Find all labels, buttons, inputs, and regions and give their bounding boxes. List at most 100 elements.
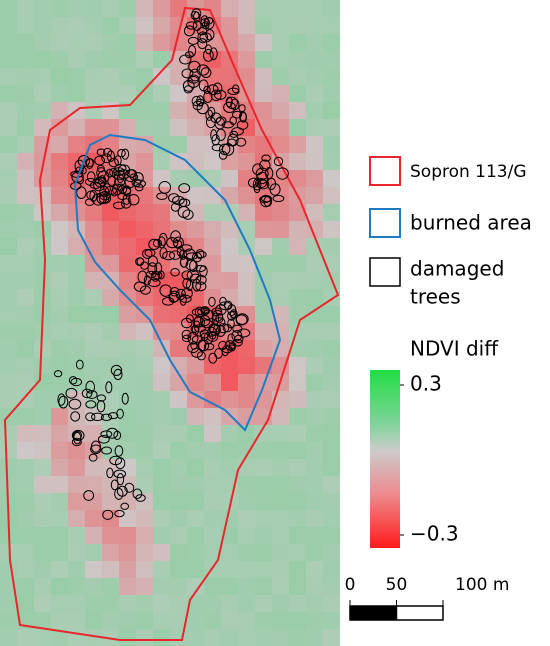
raster-cell <box>289 306 306 323</box>
raster-cell <box>306 578 323 595</box>
raster-cell <box>153 510 170 527</box>
raster-cell <box>255 357 272 374</box>
scale-bar-label: 50 <box>386 575 408 595</box>
raster-cell <box>102 51 119 68</box>
tree-crown <box>156 192 168 200</box>
raster-cell <box>306 289 323 306</box>
tree-crown <box>253 182 261 194</box>
raster-cell <box>272 323 289 340</box>
raster-cell <box>102 527 119 544</box>
raster-cell <box>272 629 289 646</box>
raster-cell <box>51 17 68 34</box>
raster-cell <box>0 289 17 306</box>
raster-cell <box>85 493 102 510</box>
raster-cell <box>238 34 255 51</box>
raster-cell <box>102 544 119 561</box>
raster-cell <box>0 0 17 17</box>
raster-cell <box>221 408 238 425</box>
raster-cell <box>238 595 255 612</box>
raster-cell <box>153 187 170 204</box>
raster-cell <box>204 255 221 272</box>
tree-crown <box>108 157 119 168</box>
tree-crown <box>211 309 223 322</box>
raster-cell <box>204 629 221 646</box>
raster-cell <box>221 0 238 17</box>
tree-crown <box>252 163 264 176</box>
raster-cell <box>153 612 170 629</box>
tree-crown <box>256 179 270 190</box>
raster-cell <box>221 510 238 527</box>
raster-cell <box>289 357 306 374</box>
scale-bar-label: 0 <box>345 575 356 595</box>
raster-cell <box>221 629 238 646</box>
raster-cell <box>0 238 17 255</box>
raster-cell <box>204 204 221 221</box>
raster-cell <box>68 0 85 17</box>
raster-cell <box>187 289 204 306</box>
raster-cell <box>51 0 68 17</box>
raster-cell <box>170 17 187 34</box>
tree-crown <box>191 308 204 316</box>
tree-crown <box>157 236 166 249</box>
raster-cell <box>68 476 85 493</box>
raster-cell <box>136 204 153 221</box>
raster-cell <box>272 0 289 17</box>
raster-cell <box>136 374 153 391</box>
raster-cell <box>68 68 85 85</box>
raster-cell <box>68 442 85 459</box>
raster-cell <box>323 493 340 510</box>
raster-cell <box>85 629 102 646</box>
tree-crown <box>100 413 113 422</box>
raster-cell <box>221 459 238 476</box>
tree-crown <box>120 198 132 209</box>
raster-cell <box>170 170 187 187</box>
raster-cell <box>51 272 68 289</box>
tree-crown <box>113 469 127 479</box>
raster-cell <box>204 0 221 17</box>
raster-cell <box>51 68 68 85</box>
raster-cell <box>204 595 221 612</box>
tree-crown <box>77 155 91 167</box>
tree-crown <box>133 179 147 188</box>
raster-cell <box>34 0 51 17</box>
tree-crown <box>185 314 194 324</box>
raster-cell <box>221 170 238 187</box>
raster-cell <box>34 493 51 510</box>
raster-cell <box>221 153 238 170</box>
raster-cell <box>238 578 255 595</box>
tree-crown <box>237 328 251 338</box>
raster-cell <box>17 85 34 102</box>
tree-crown <box>181 287 193 299</box>
tree-crown <box>110 479 119 491</box>
raster-cell <box>170 561 187 578</box>
raster-cell <box>119 153 136 170</box>
tree-crown <box>235 313 249 325</box>
raster-cell <box>187 476 204 493</box>
tree-crown <box>102 509 114 520</box>
raster-cell <box>153 34 170 51</box>
tree-crown <box>107 412 119 420</box>
tree-crown <box>117 149 126 158</box>
tree-crown <box>99 185 110 198</box>
tree-crown <box>182 334 192 343</box>
raster-cell <box>85 85 102 102</box>
raster-cell <box>221 187 238 204</box>
raster-cell <box>170 510 187 527</box>
raster-cell <box>289 34 306 51</box>
raster-cell <box>170 408 187 425</box>
raster-cell <box>17 187 34 204</box>
tree-crown <box>196 351 206 361</box>
raster-cell <box>153 374 170 391</box>
raster-cell <box>238 136 255 153</box>
tree-crown <box>84 198 95 206</box>
raster-cell <box>323 306 340 323</box>
tree-crown <box>182 209 194 220</box>
tree-crown <box>122 193 131 205</box>
raster-cell <box>323 442 340 459</box>
tree-crown <box>200 319 213 329</box>
tree-crown <box>133 172 144 184</box>
tree-crown <box>205 109 214 121</box>
tree-crown <box>217 323 230 334</box>
raster-cell <box>187 187 204 204</box>
raster-cell <box>153 459 170 476</box>
